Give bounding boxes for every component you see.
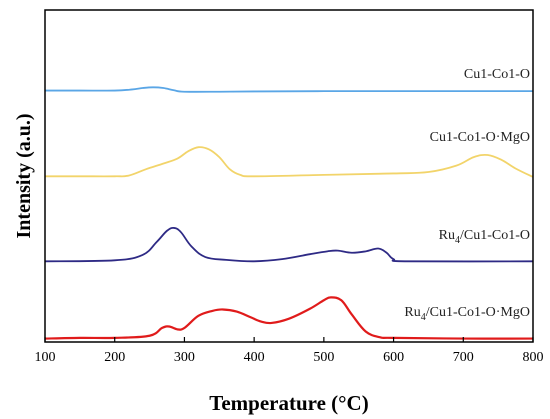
series-label-subscript: 4 (455, 235, 460, 246)
x-tick-label: 700 (453, 350, 474, 365)
series-label-main: Ru (439, 228, 455, 243)
series-label-main: Cu1-Co1-O (464, 67, 530, 82)
series-line-2 (45, 146, 534, 178)
x-tick-label: 200 (104, 350, 125, 365)
series-label-main: Cu1-Co1-O·MgO (430, 130, 530, 145)
x-tick-label: 600 (383, 350, 404, 365)
series-label-3: Ru4/Cu1-Co1-O (439, 228, 530, 246)
plot-frame (44, 9, 534, 343)
x-tick-label: 300 (174, 350, 195, 365)
series-line-1 (45, 86, 533, 93)
x-tick-label: 800 (523, 350, 544, 365)
x-tick-label: 100 (35, 350, 56, 365)
x-ticks: 100 200 300 400 500 600 700 800 (35, 337, 544, 365)
series-label-4: Ru4/Cu1-Co1-O·MgO (404, 305, 530, 323)
y-axis-title: Intensity (a.u.) (13, 113, 35, 238)
series-line-3 (44, 226, 534, 263)
series-label-1: Cu1-Co1-O (464, 67, 530, 82)
series-label-subscript: 4 (421, 312, 426, 323)
series-line-4 (44, 296, 534, 340)
series-label-rest: /Cu1-Co1-O·MgO (426, 305, 530, 320)
series-labels: Cu1-Co1-OCu1-Co1-O·MgORu4/Cu1-Co1-ORu4/C… (404, 67, 530, 323)
x-tick-label: 400 (244, 350, 265, 365)
x-axis-title: Temperature (°C) (209, 391, 368, 415)
series-label-2: Cu1-Co1-O·MgO (430, 130, 530, 145)
x-tick-label: 500 (313, 350, 334, 365)
series-layer (44, 86, 534, 340)
series-label-main: Ru (404, 305, 420, 320)
series-label-rest: /Cu1-Co1-O (460, 228, 530, 243)
